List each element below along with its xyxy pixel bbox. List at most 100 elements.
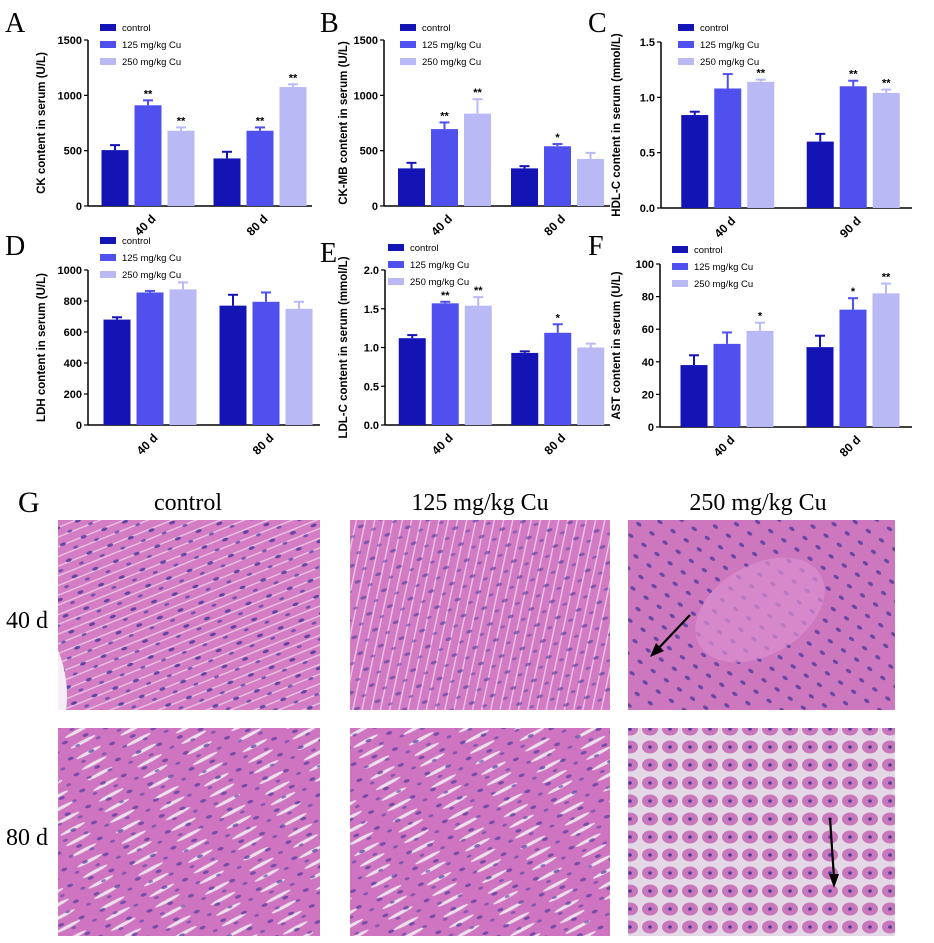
- panel-label: F: [588, 231, 604, 262]
- bar: [714, 88, 742, 208]
- y-tick-label: 0: [372, 201, 378, 213]
- y-tick-label: 1000: [58, 265, 82, 277]
- legend-swatch: [100, 237, 116, 244]
- bar: [681, 115, 709, 208]
- y-tick-label: 1.5: [640, 37, 655, 49]
- micrograph-control-80d: [58, 728, 320, 936]
- column-title-125: 125 mg/kg Cu: [411, 490, 548, 516]
- legend-label: 125 mg/kg Cu: [410, 260, 469, 271]
- y-axis-label: CK content in serum (U/L): [36, 52, 48, 194]
- legend-swatch: [400, 24, 416, 31]
- y-tick-label: 1000: [354, 90, 378, 102]
- bar: [747, 81, 775, 208]
- legend-swatch: [100, 24, 116, 31]
- bar: [872, 92, 900, 208]
- column-title-control: control: [154, 490, 222, 516]
- legend-swatch: [678, 58, 694, 65]
- significance-label: **: [849, 69, 858, 81]
- bar: [252, 301, 280, 425]
- micrograph-250-80d: [628, 728, 895, 936]
- bar: [713, 343, 741, 427]
- micrograph-250-40d: [628, 520, 895, 710]
- y-tick-label: 80: [642, 292, 654, 304]
- bar: [285, 308, 313, 425]
- y-tick-label: 40: [642, 357, 654, 369]
- bar: [511, 168, 538, 206]
- bar: [511, 352, 539, 425]
- bar: [134, 105, 162, 206]
- bar: [577, 347, 605, 425]
- arrow-icon: [828, 817, 836, 879]
- significance-label: **: [882, 78, 891, 90]
- y-tick-label: 800: [64, 296, 82, 308]
- chart-b: B 0 500 1000 1500 CK-MB content in serum (U/L…: [320, 8, 610, 239]
- legend-label: control: [122, 236, 151, 247]
- y-tick-label: 500: [360, 146, 378, 158]
- y-tick-label: 2.0: [364, 265, 379, 277]
- bar: [839, 309, 867, 427]
- legend-swatch: [100, 254, 116, 261]
- legend-swatch: [388, 261, 404, 268]
- legend-label: control: [694, 245, 723, 256]
- legend-swatch: [388, 278, 404, 285]
- y-tick-label: 0: [648, 422, 654, 434]
- bar: [398, 338, 426, 425]
- legend-swatch: [678, 41, 694, 48]
- y-tick-label: 0: [76, 420, 82, 432]
- bar: [544, 146, 571, 206]
- legend-label: 125 mg/kg Cu: [422, 40, 481, 51]
- chart-f: F 0 20 40 60 80 100 AST content in serum (U/L) *…: [588, 231, 912, 460]
- legend-label: 250 mg/kg Cu: [700, 57, 759, 68]
- significance-label: **: [177, 115, 186, 127]
- significance-label: **: [289, 72, 298, 84]
- y-tick-label: 1.5: [364, 304, 379, 316]
- y-tick-label: 0.5: [640, 148, 655, 160]
- legend-label: 125 mg/kg Cu: [694, 262, 753, 273]
- legend-label: 250 mg/kg Cu: [122, 57, 181, 68]
- significance-label: *: [556, 312, 561, 324]
- legend-label: 125 mg/kg Cu: [122, 253, 181, 264]
- bar: [101, 150, 129, 206]
- row-title-80d: 80 d: [6, 825, 48, 851]
- micrograph-control-40d: [58, 520, 320, 710]
- significance-label: *: [555, 132, 560, 144]
- significance-label: **: [756, 68, 765, 80]
- bar: [806, 347, 834, 427]
- bar: [464, 113, 491, 206]
- y-tick-label: 1.0: [640, 92, 655, 104]
- legend-label: 250 mg/kg Cu: [694, 279, 753, 290]
- y-axis-label: LDH content in serum (U/L): [36, 273, 48, 422]
- legend-swatch: [100, 271, 116, 278]
- bar: [398, 168, 425, 206]
- bar: [872, 293, 900, 427]
- panel-label: B: [320, 8, 339, 39]
- legend-label: 125 mg/kg Cu: [700, 40, 759, 51]
- legend-swatch: [100, 41, 116, 48]
- significance-label: *: [851, 286, 856, 298]
- bar: [169, 289, 197, 425]
- legend-label: control: [122, 23, 151, 34]
- legend-label: control: [422, 23, 451, 34]
- legend-label: 125 mg/kg Cu: [122, 40, 181, 51]
- row-title-40d: 40 d: [6, 608, 48, 634]
- y-tick-label: 0.0: [364, 420, 379, 432]
- legend-swatch: [678, 24, 694, 31]
- panel-label: A: [5, 8, 26, 39]
- bar: [839, 86, 867, 208]
- y-tick-label: 200: [64, 389, 82, 401]
- significance-label: **: [473, 87, 482, 99]
- y-axis-label: CK-MB content in serum (U/L): [338, 41, 350, 205]
- significance-label: **: [144, 88, 153, 100]
- bar: [544, 332, 572, 425]
- bar: [577, 158, 604, 206]
- panel-label: D: [5, 231, 25, 262]
- y-tick-label: 0.5: [364, 381, 379, 393]
- y-tick-label: 0: [76, 201, 82, 213]
- y-tick-label: 100: [636, 259, 654, 271]
- svg-text:G: G: [18, 486, 40, 519]
- bar: [279, 87, 307, 206]
- micrograph-125-80d: [350, 728, 610, 936]
- bar: [806, 141, 834, 208]
